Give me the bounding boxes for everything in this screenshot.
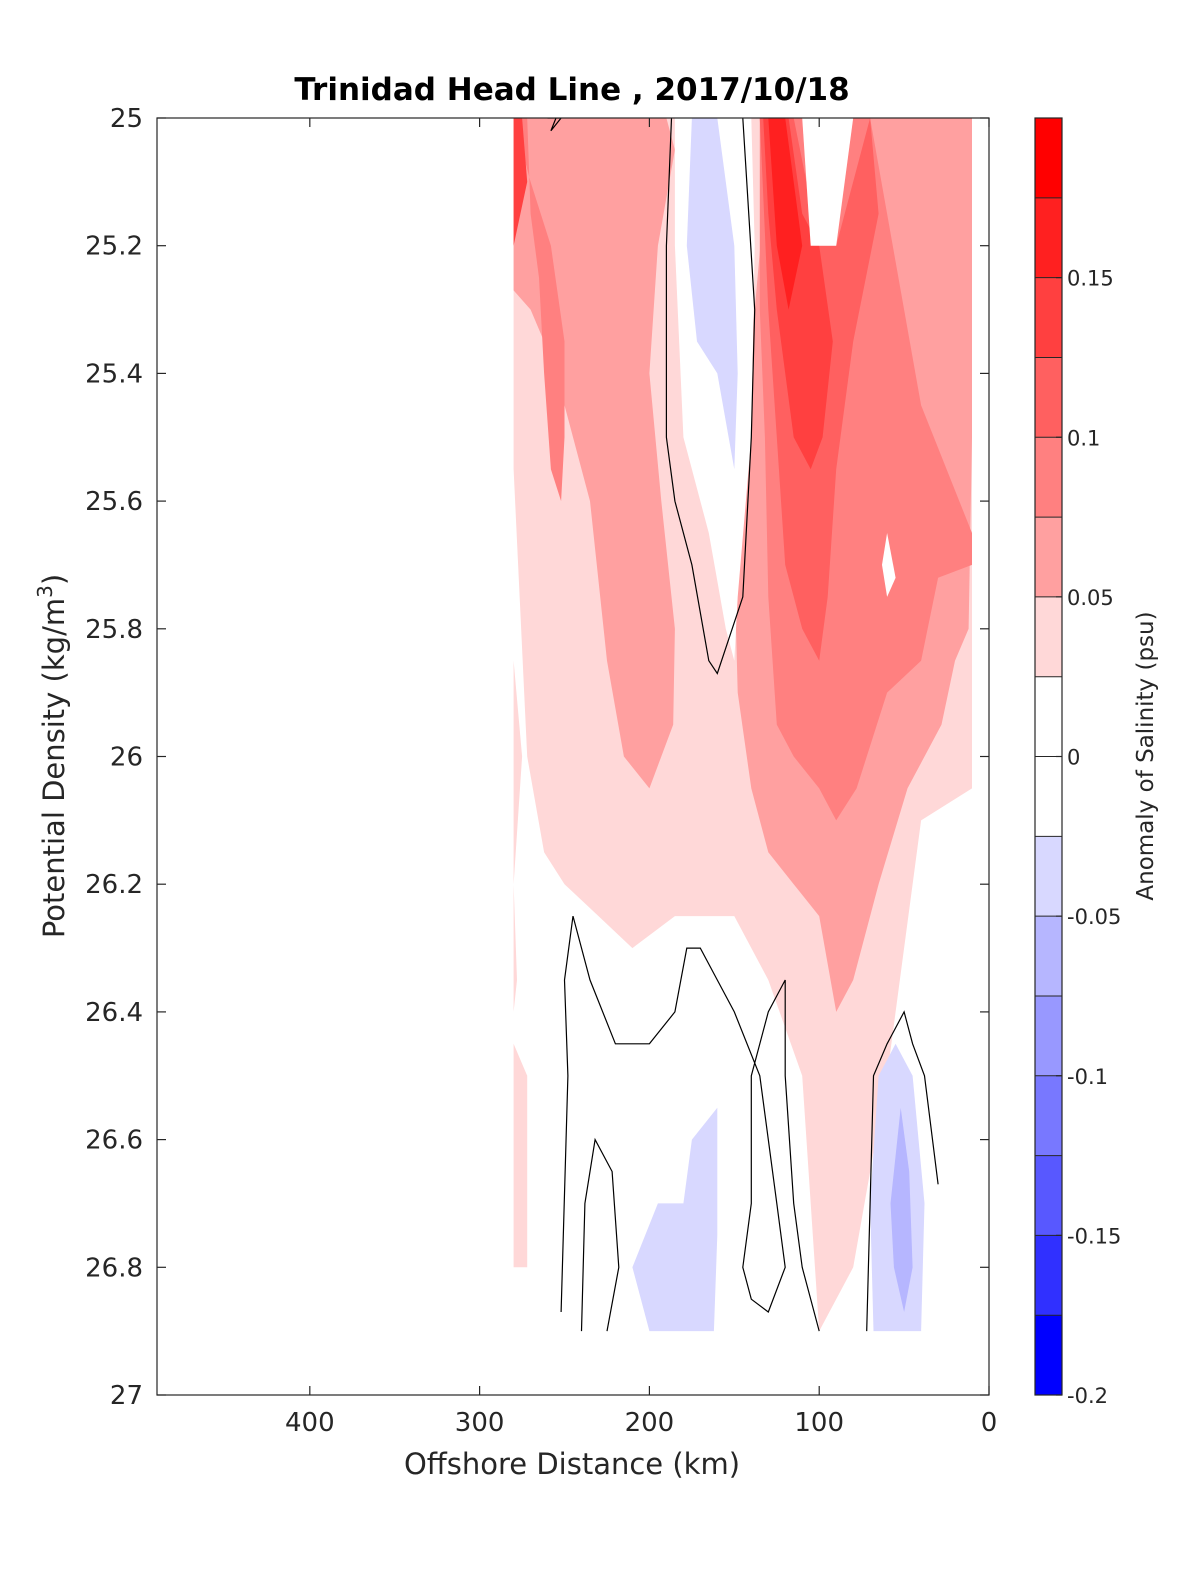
x-axis-ticks: 400 300 200 100 0 bbox=[285, 118, 997, 1438]
colorbar-segment-5 bbox=[1035, 517, 1062, 598]
colorbar-segment-14 bbox=[1035, 1235, 1062, 1316]
y-tick-label: 25.2 bbox=[85, 232, 143, 262]
colorbar-segment-6 bbox=[1035, 596, 1062, 678]
colorbar-tick-label: -0.1 bbox=[1067, 1065, 1108, 1089]
colorbar-segment-3 bbox=[1035, 357, 1062, 438]
x-tick-label: 200 bbox=[625, 1408, 675, 1438]
colorbar-segment-2 bbox=[1035, 277, 1062, 358]
contour-region-17 bbox=[890, 1107, 913, 1312]
contour-region-9 bbox=[768, 118, 803, 310]
zero-contour-line-4 bbox=[866, 1010, 939, 1332]
x-tick-label: 300 bbox=[455, 1408, 505, 1438]
y-axis-label-base: Potential Density (kg/m bbox=[37, 598, 71, 938]
contour-region-5 bbox=[513, 118, 565, 502]
colorbar-segment-11 bbox=[1035, 995, 1062, 1077]
y-tick-label: 26.6 bbox=[85, 1126, 143, 1156]
colorbar-tick-label: 0 bbox=[1067, 746, 1080, 770]
y-tick-label: 26.8 bbox=[85, 1253, 143, 1283]
colorbar-segment-12 bbox=[1035, 1075, 1062, 1157]
zero-contour-line-2 bbox=[560, 915, 820, 1332]
contour-region-12 bbox=[882, 533, 896, 597]
chart-title: Trinidad Head Line , 2017/10/18 bbox=[294, 72, 849, 108]
zero-contour-line-1 bbox=[547, 118, 562, 132]
x-tick-label: 400 bbox=[285, 1408, 335, 1438]
x-tick-label: 100 bbox=[794, 1408, 844, 1438]
colorbar-segment-4 bbox=[1035, 437, 1062, 518]
colorbar-tick-label: 0.15 bbox=[1067, 267, 1114, 291]
colorbar-segment-0 bbox=[1035, 118, 1062, 199]
zero-contour-layer bbox=[547, 118, 939, 1332]
colorbar-tick-label: 0.1 bbox=[1067, 426, 1100, 450]
colorbar-tick-label: -0.15 bbox=[1067, 1224, 1121, 1248]
y-axis-label-superscript: 3 bbox=[33, 585, 57, 598]
colorbar-tick-label: -0.2 bbox=[1067, 1384, 1108, 1408]
y-axis-ticks: 25 25.2 25.4 25.6 25.8 26 26.2 26.4 26.6 26.8 27 bbox=[85, 104, 989, 1411]
colorbar-segment-15 bbox=[1035, 1315, 1062, 1396]
contour-region-2 bbox=[513, 1043, 528, 1268]
contour-region-15 bbox=[632, 1107, 718, 1332]
colorbar bbox=[1035, 118, 1062, 1396]
y-tick-label: 25.4 bbox=[85, 359, 143, 389]
x-tick-label: 0 bbox=[981, 1408, 998, 1438]
colorbar-label: Anomaly of Salinity (psu) bbox=[1133, 611, 1159, 900]
contour-region-10 bbox=[513, 118, 528, 246]
zero-contour-line-0 bbox=[665, 118, 756, 675]
y-tick-label: 26.2 bbox=[85, 870, 143, 900]
colorbar-segment-10 bbox=[1035, 916, 1062, 997]
y-axis-label: Potential Density (kg/m3) bbox=[33, 574, 71, 938]
y-tick-label: 26 bbox=[110, 743, 143, 773]
contour-region-1 bbox=[513, 660, 523, 1012]
colorbar-tick-label: 0.05 bbox=[1067, 586, 1114, 610]
colorbar-ticks: 0.15 0.1 0.05 0 -0.05 -0.1 -0.15 -0.2 bbox=[1035, 117, 1121, 1408]
zero-contour-line-3 bbox=[580, 1137, 620, 1332]
y-tick-label: 25.6 bbox=[85, 487, 143, 517]
y-axis-label-end: ) bbox=[37, 574, 71, 585]
contour-fill-layer bbox=[513, 118, 972, 1332]
colorbar-frame bbox=[1034, 117, 1063, 1396]
y-tick-label: 25 bbox=[110, 104, 143, 134]
colorbar-segment-9 bbox=[1035, 836, 1062, 917]
colorbar-segment-8 bbox=[1035, 756, 1062, 837]
contour-region-11 bbox=[802, 118, 854, 246]
colorbar-segment-7 bbox=[1035, 676, 1062, 757]
y-tick-label: 27 bbox=[110, 1381, 143, 1411]
y-tick-label: 25.8 bbox=[85, 615, 143, 645]
y-tick-label: 26.4 bbox=[85, 998, 143, 1028]
colorbar-segment-1 bbox=[1035, 197, 1062, 279]
x-axis-label: Offshore Distance (km) bbox=[404, 1447, 740, 1481]
colorbar-segment-13 bbox=[1035, 1155, 1062, 1236]
colorbar-tick-label: -0.05 bbox=[1067, 905, 1121, 929]
contour-region-14 bbox=[686, 118, 738, 470]
